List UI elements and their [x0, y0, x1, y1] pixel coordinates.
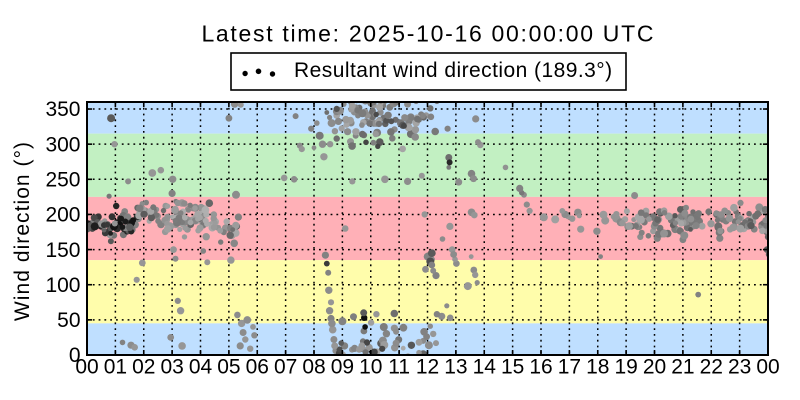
svg-text:22: 22: [700, 356, 723, 379]
svg-text:300: 300: [45, 133, 80, 156]
svg-text:17: 17: [558, 356, 581, 379]
svg-text:04: 04: [189, 356, 213, 379]
svg-text:50: 50: [57, 309, 80, 332]
svg-text:12: 12: [416, 356, 439, 379]
svg-text:03: 03: [160, 356, 183, 379]
svg-text:11: 11: [388, 356, 410, 379]
svg-text:01: 01: [104, 356, 127, 379]
svg-text:07: 07: [274, 356, 297, 379]
svg-text:00: 00: [75, 356, 98, 379]
svg-text:21: 21: [671, 356, 694, 379]
svg-text:06: 06: [246, 356, 269, 379]
svg-text:00: 00: [756, 356, 779, 379]
svg-text:05: 05: [217, 356, 240, 379]
svg-text:Latest time: 2025-10-16 00:00:: Latest time: 2025-10-16 00:00:00 UTC: [201, 20, 655, 46]
svg-text:23: 23: [728, 356, 751, 379]
svg-text:09: 09: [331, 356, 354, 379]
svg-text:08: 08: [302, 356, 325, 379]
svg-text:200: 200: [45, 204, 80, 227]
svg-text:19: 19: [614, 356, 637, 379]
svg-text:02: 02: [132, 356, 155, 379]
svg-text:Resultant wind direction (189.: Resultant wind direction (189.3°): [294, 59, 613, 82]
svg-text:20: 20: [643, 356, 666, 379]
svg-text:13: 13: [444, 356, 467, 379]
svg-text:150: 150: [45, 239, 80, 262]
svg-text:16: 16: [529, 356, 552, 379]
svg-text:14: 14: [473, 356, 497, 379]
svg-text:10: 10: [359, 356, 382, 379]
svg-text:15: 15: [501, 356, 524, 379]
svg-text:100: 100: [45, 274, 80, 297]
svg-text:Wind direction (°): Wind direction (°): [11, 141, 34, 321]
svg-text:18: 18: [586, 356, 609, 379]
svg-text:250: 250: [45, 169, 80, 192]
svg-text:0: 0: [69, 344, 81, 367]
svg-text:350: 350: [45, 98, 80, 121]
